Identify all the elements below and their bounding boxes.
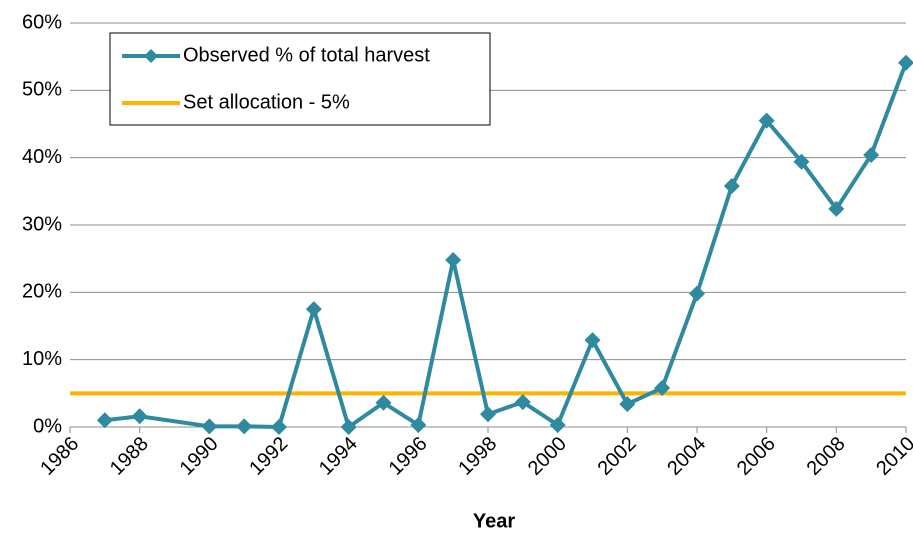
y-tick-label: 40%: [22, 146, 62, 168]
data-point: [898, 54, 913, 71]
data-point: [445, 252, 462, 269]
data-point: [619, 396, 636, 413]
data-point: [410, 416, 427, 433]
data-point: [689, 285, 705, 302]
legend-label: Set allocation - 5%: [183, 91, 350, 113]
legend: Observed % of total harvest Set allocatio…: [109, 32, 491, 126]
data-point: [96, 412, 113, 429]
x-tick-label: 2006: [733, 433, 780, 480]
data-point: [514, 394, 531, 411]
legend-box: [109, 32, 491, 126]
data-point: [828, 200, 845, 217]
x-tick-label: 1998: [454, 433, 501, 480]
x-tick-label: 2000: [524, 433, 571, 480]
data-point: [236, 418, 253, 435]
x-tick-label: 1992: [245, 433, 292, 480]
data-point: [201, 418, 218, 435]
data-point: [305, 301, 322, 318]
data-point: [654, 379, 671, 396]
data-point: [271, 419, 287, 435]
data-point: [131, 408, 148, 425]
x-tick-label: 1996: [385, 433, 432, 480]
x-tick-label: 1986: [36, 433, 83, 480]
data-point: [375, 394, 392, 411]
data-point: [758, 112, 775, 129]
y-tick-label: 0%: [33, 415, 62, 437]
legend-marker: [144, 49, 158, 63]
y-tick-label: 60%: [22, 11, 62, 33]
legend-label: Observed % of total harvest: [183, 44, 430, 66]
x-axis-label: Year: [473, 510, 515, 532]
data-point: [549, 416, 566, 433]
x-tick-label: 1988: [106, 433, 153, 480]
data-point: [863, 146, 880, 163]
data-point: [480, 406, 496, 423]
data-point: [340, 419, 357, 435]
data-point: [584, 332, 601, 349]
data-point: [723, 177, 740, 194]
x-tick-label: 2004: [663, 433, 710, 480]
x-tick-label: 1990: [176, 433, 223, 480]
y-tick-label: 20%: [22, 281, 62, 303]
x-tick-label: 2010: [872, 433, 913, 480]
y-tick-label: 30%: [22, 213, 62, 235]
data-point: [793, 153, 810, 170]
x-tick-label: 2008: [803, 433, 850, 480]
y-tick-label: 50%: [22, 79, 62, 101]
x-tick-label: 1994: [315, 433, 362, 480]
y-tick-label: 10%: [22, 348, 62, 370]
x-tick-label: 2002: [594, 433, 641, 480]
